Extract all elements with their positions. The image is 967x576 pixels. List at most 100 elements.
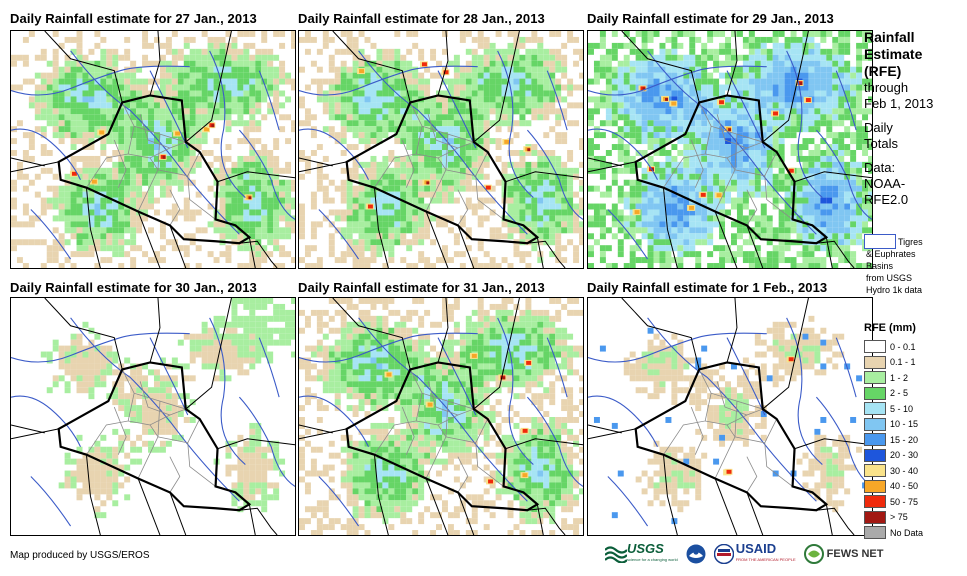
rainfall-cell <box>237 108 244 115</box>
rainfall-cell <box>617 60 624 67</box>
rainfall-cell <box>856 227 863 234</box>
rainfall-cell <box>88 251 95 258</box>
rainfall-cell <box>358 233 365 240</box>
rainfall-cell <box>593 215 600 222</box>
rainfall-cell <box>255 161 262 168</box>
rainfall-cell <box>243 108 250 115</box>
rainfall-cell <box>255 197 262 204</box>
rainfall-cell <box>142 251 149 258</box>
rainfall-cell <box>641 221 648 228</box>
rainfall-cell <box>64 78 71 85</box>
rainfall-cell <box>713 245 720 252</box>
river-line <box>546 70 568 131</box>
border-line <box>11 428 59 440</box>
rainfall-cell <box>243 494 250 501</box>
rainfall-cell <box>701 233 708 240</box>
rainfall-cell <box>820 72 827 79</box>
rainfall-cell <box>629 227 636 234</box>
rainfall-cell <box>364 144 371 150</box>
rainfall-cell <box>537 108 544 115</box>
rainfall-cell <box>665 90 672 97</box>
rainfall-cell <box>707 191 714 198</box>
rainfall-cell <box>285 161 292 168</box>
rainfall-cell <box>623 179 630 186</box>
rainfall-cell <box>424 309 431 316</box>
rainfall-cell <box>820 149 827 156</box>
rainfall-cell <box>593 209 600 216</box>
rainfall-cell <box>647 31 654 37</box>
rainfall-cell <box>695 90 702 97</box>
rainfall-cell <box>243 78 250 85</box>
rainfall-cell <box>796 54 803 61</box>
rainfall-cell <box>171 411 178 417</box>
rainfall-cell <box>537 96 544 103</box>
rainfall-cell <box>561 72 568 79</box>
rainfall-cell <box>719 257 726 264</box>
rainfall-cell <box>195 351 202 358</box>
rainfall-cell <box>808 108 815 115</box>
rainfall-cell <box>118 227 125 234</box>
rainfall-cell <box>665 245 672 252</box>
rainfall-cell <box>653 54 660 61</box>
province-line <box>746 189 758 226</box>
rainfall-cell <box>701 72 708 79</box>
rainfall-cell <box>171 375 178 382</box>
rainfall-cell <box>850 138 857 145</box>
rainfall-cell <box>561 203 568 210</box>
rainfall-cell <box>549 173 556 180</box>
rainfall-cell <box>543 197 550 204</box>
rainfall-cell <box>713 48 720 55</box>
rainfall-cell <box>453 298 460 304</box>
rainfall-cell <box>267 191 274 198</box>
rainfall-cell <box>623 78 630 85</box>
rainfall-cell <box>285 309 292 316</box>
river-line <box>299 128 370 180</box>
rainfall-cell <box>82 369 89 376</box>
rainfall-cell <box>790 42 797 49</box>
rainfall-cell <box>635 54 642 61</box>
rainfall-cell <box>16 257 23 264</box>
rainfall-cell <box>730 251 737 258</box>
rainfall-cell <box>328 233 335 240</box>
rainfall-cell <box>364 138 371 145</box>
rainfall-cell <box>537 197 544 204</box>
rainfall-cell <box>255 90 262 97</box>
rainfall-cell <box>394 31 401 37</box>
rainfall-cell <box>267 464 274 471</box>
rainfall-cell <box>285 215 292 222</box>
rainfall-cell <box>754 120 761 127</box>
rainfall-cell <box>394 173 401 180</box>
rainfall-cell <box>495 31 502 37</box>
rainfall-cell <box>153 108 160 115</box>
rainfall-cell <box>820 155 827 162</box>
rainfall-cell <box>635 31 642 37</box>
rainfall-cell <box>285 203 292 210</box>
rainfall-cell <box>118 434 125 441</box>
rainfall-cell <box>64 90 71 97</box>
rainfall-cell <box>279 303 286 310</box>
rainfall-cell <box>316 96 323 103</box>
rainfall-cell <box>249 303 256 310</box>
rainfall-cell <box>370 303 377 310</box>
rainfall-cell <box>683 72 690 79</box>
rainfall-cell <box>346 72 353 79</box>
rainfall-cell <box>304 263 311 268</box>
rainfall-cell <box>689 102 696 109</box>
rainfall-cell <box>838 66 845 73</box>
rainfall-cell <box>838 96 845 103</box>
rainfall-cell <box>671 245 678 252</box>
rainfall-cell <box>189 60 196 67</box>
rainfall-cell <box>820 48 827 55</box>
rainfall-cell <box>124 78 131 85</box>
rainfall-cell <box>177 179 184 186</box>
rainfall-cell <box>249 31 256 37</box>
rainfall-cell <box>653 90 660 97</box>
rainfall-cell <box>189 120 196 127</box>
rainfall-cell <box>231 482 238 489</box>
rainfall-cell <box>237 31 244 37</box>
rainfall-cell <box>808 42 815 49</box>
border-line <box>169 225 187 268</box>
rainfall-cell <box>519 179 526 186</box>
rainfall-cell <box>784 221 791 228</box>
rainfall-cell <box>100 126 107 133</box>
